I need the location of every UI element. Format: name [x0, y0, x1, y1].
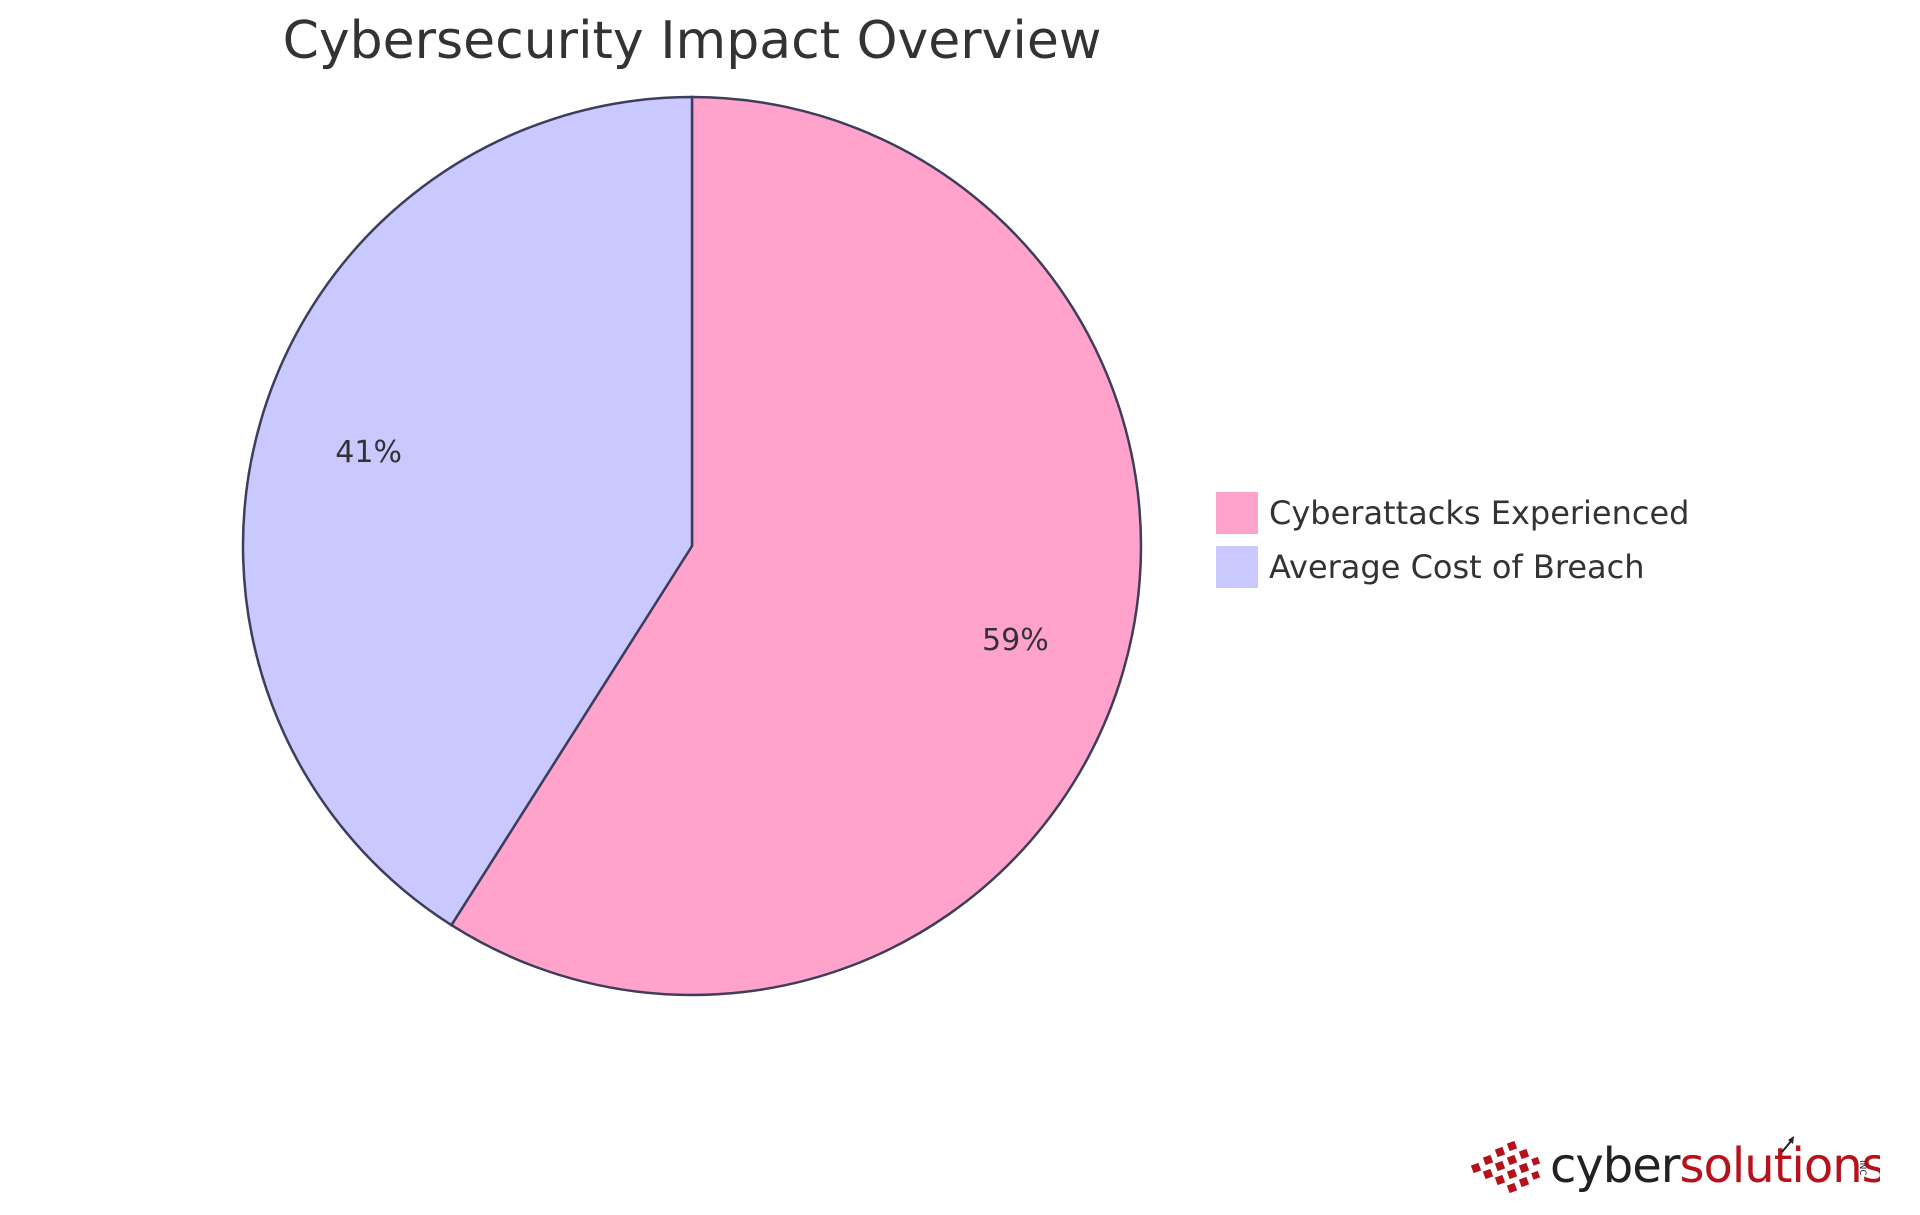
legend-label-2: Average Cost of Breach — [1269, 548, 1644, 586]
cybersolutions-logo: cybersolutions INC — [1470, 1130, 1887, 1200]
chart-title: Cybersecurity Impact Overview — [283, 11, 1102, 71]
slice-labels: 59% 41% — [335, 435, 1048, 658]
legend-swatch-1 — [1214, 490, 1260, 536]
pie-slice-2 — [241, 95, 694, 927]
legend-label-1: Cyberattacks Experienced — [1269, 494, 1689, 532]
logo-text-solutions: solutions — [1680, 1138, 1880, 1194]
pie-slices — [241, 95, 1143, 997]
svg-text:cybersolutions: cybersolutions — [1550, 1138, 1880, 1194]
slice-label-2: 41% — [335, 435, 402, 470]
slice-label-1: 59% — [982, 623, 1049, 658]
logo-text-cyber: cyber — [1550, 1138, 1681, 1194]
logo-pixel-mark-icon — [1470, 1140, 1541, 1194]
legend: Cyberattacks Experienced Average Cost of … — [1214, 490, 1689, 590]
logo-text-inc: INC — [1857, 1160, 1867, 1176]
legend-swatch-2 — [1214, 544, 1260, 590]
logo-arrow-icon — [1781, 1136, 1794, 1153]
pie-slice-1 — [449, 95, 1143, 997]
